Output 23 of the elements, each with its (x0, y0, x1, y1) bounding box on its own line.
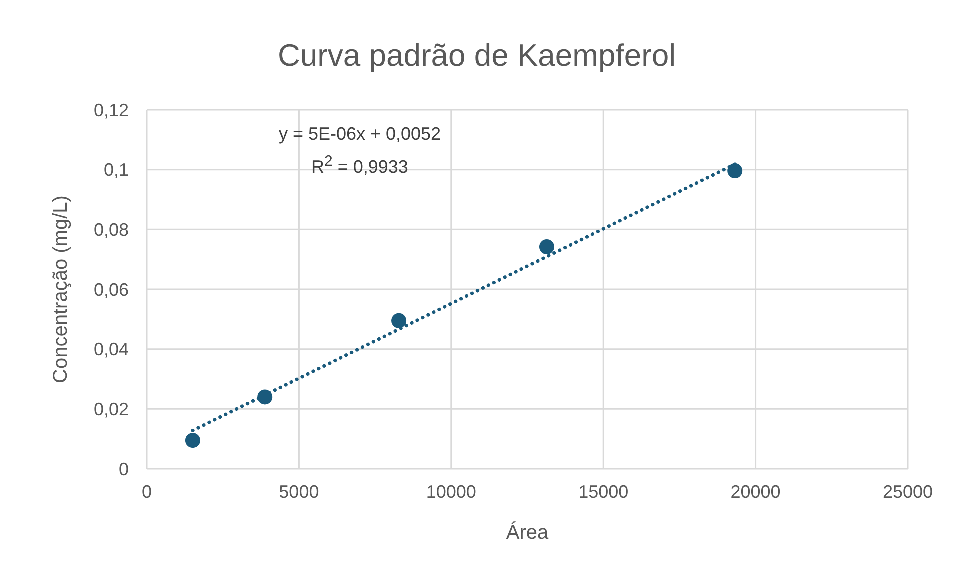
point (185, 433, 200, 448)
y-tick-label: 0,1 (104, 160, 129, 180)
y-tick-label: 0,08 (94, 220, 129, 240)
point (539, 240, 554, 255)
y-tick-label: 0,02 (94, 400, 129, 420)
annotation: y = 5E-06x + 0,0052 (278, 123, 442, 146)
point (258, 390, 273, 405)
point (392, 313, 407, 328)
x-tick-label: 25000 (882, 482, 934, 502)
x-tick-label: 10000 (426, 482, 476, 502)
chart-title: Curva padrão de Kaempferol (276, 38, 678, 74)
y-axis-title: Concentração (mg/L) (50, 196, 72, 384)
y-tick-label: 0,12 (94, 100, 129, 120)
y-tick-label: 0 (118, 459, 129, 480)
x-tick-label: 0 (142, 482, 152, 502)
annotation: R$^{2}$ = 0,9933 (310, 152, 410, 179)
x-tick-label: 15000 (578, 482, 629, 502)
point (728, 164, 743, 179)
x-tick-label: 5000 (279, 482, 320, 502)
x-axis-title: Área (506, 521, 550, 544)
x-tick-label: 20000 (730, 482, 781, 502)
y-tick-label: 0,06 (94, 280, 129, 300)
y-tick-label: 0,04 (94, 340, 129, 360)
